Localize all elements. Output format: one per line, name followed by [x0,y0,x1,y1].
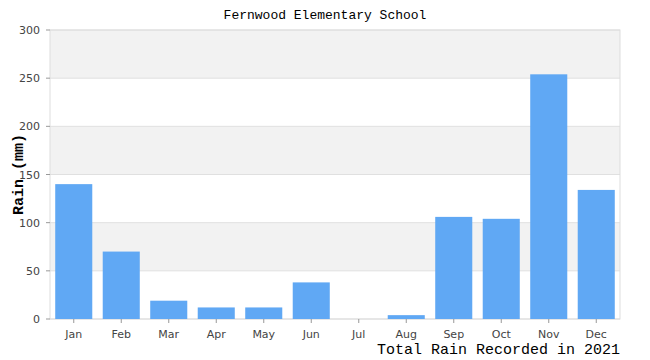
x-tick-label: Apr [207,328,227,341]
y-tick-label: 250 [19,72,40,85]
y-tick [46,222,50,223]
x-tick [596,319,597,323]
bar [55,184,92,319]
bar [578,190,615,319]
x-tick-label: Jan [64,328,82,341]
chart-container: 050100150200250300JanFebMarAprMayJunJulA… [0,0,650,360]
bar [293,282,330,319]
x-tick [406,319,407,323]
bar [388,315,425,319]
x-axis-label: Total Rain Recorded in 2021 [377,342,620,359]
y-axis-label: Rain (mm) [11,134,28,215]
x-tick [263,319,264,323]
x-tick [121,319,122,323]
y-tick [46,270,50,271]
bar [340,319,377,320]
x-tick [358,319,359,323]
y-tick-label: 200 [19,120,40,133]
y-tick [46,78,50,79]
bar [150,301,187,319]
bars [55,74,615,319]
x-tick [168,319,169,323]
bar [530,74,567,319]
y-tick [46,319,50,320]
x-tick-label: Aug [396,328,417,341]
x-tick [311,319,312,323]
y-tick-label: 300 [19,24,40,37]
plot-frame [50,30,620,319]
y-tick-label: 100 [19,217,40,230]
x-tick-label: Feb [112,328,131,341]
grid-band [50,30,620,78]
x-tick-label: Dec [586,328,607,341]
y-tick [46,30,50,31]
x-tick [548,319,549,323]
y-tick-label: 50 [26,265,40,278]
x-tick-label: Oct [492,328,512,341]
y-tick [46,126,50,127]
y-tick-label: 0 [33,313,40,326]
x-tick-label: Jul [351,328,365,341]
bar [103,252,140,319]
x-tick [73,319,74,323]
chart-svg: 050100150200250300JanFebMarAprMayJunJulA… [0,0,650,360]
x-tick [453,319,454,323]
bar [245,307,282,319]
x-tick-label: Jun [302,328,320,341]
x-tick-label: May [252,328,275,341]
x-tick-label: Mar [158,328,179,341]
x-tick-label: Nov [538,328,560,341]
bar [435,217,472,319]
title: Fernwood Elementary School [224,8,427,23]
x-tick [501,319,502,323]
bar [483,219,520,319]
x-tick [216,319,217,323]
y-tick [46,174,50,175]
x-tick-label: Sep [443,328,464,341]
bar [198,307,235,319]
